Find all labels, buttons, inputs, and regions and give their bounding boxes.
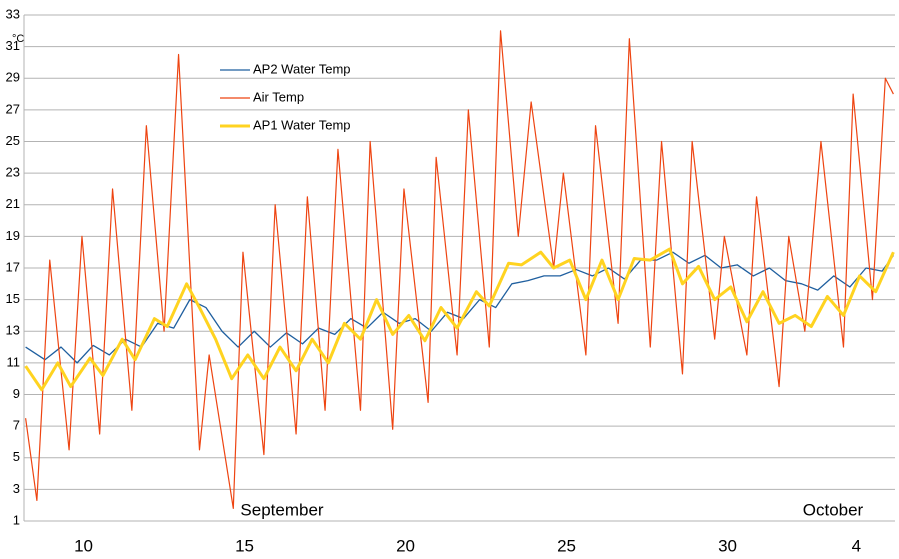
y-tick-label: 9 bbox=[13, 386, 20, 401]
y-axis-label: °C bbox=[12, 33, 24, 45]
x-tick-label: 20 bbox=[396, 536, 415, 555]
x-tick-label: 4 bbox=[852, 536, 861, 555]
x-tick-label: 10 bbox=[74, 536, 93, 555]
series-line bbox=[25, 30, 894, 509]
y-tick-label: 7 bbox=[13, 418, 20, 433]
month-label: September bbox=[240, 500, 323, 519]
series-line bbox=[24, 247, 895, 392]
y-tick-label: 1 bbox=[13, 512, 20, 527]
legend-label: Air Temp bbox=[253, 89, 304, 104]
y-tick-label: 29 bbox=[6, 70, 20, 85]
y-tick-label: 21 bbox=[6, 196, 20, 211]
x-tick-label: 30 bbox=[718, 536, 737, 555]
y-tick-label: 31 bbox=[6, 38, 20, 53]
y-tick-label: 17 bbox=[6, 259, 20, 274]
y-tick-label: 33 bbox=[6, 6, 20, 21]
legend-label: AP2 Water Temp bbox=[253, 61, 351, 76]
x-tick-label: 15 bbox=[235, 536, 254, 555]
y-tick-label: 19 bbox=[6, 228, 20, 243]
x-tick-label: 25 bbox=[557, 536, 576, 555]
y-tick-label: 23 bbox=[6, 165, 20, 180]
y-tick-label: 25 bbox=[6, 133, 20, 148]
y-tick-label: 5 bbox=[13, 449, 20, 464]
y-tick-label: 11 bbox=[7, 354, 21, 369]
legend-label: AP1 Water Temp bbox=[253, 117, 351, 132]
y-tick-label: 15 bbox=[6, 291, 20, 306]
y-tick-label: 27 bbox=[6, 101, 20, 116]
month-label: October bbox=[803, 500, 864, 519]
y-tick-label: 3 bbox=[13, 481, 20, 496]
y-tick-label: 13 bbox=[6, 323, 20, 338]
